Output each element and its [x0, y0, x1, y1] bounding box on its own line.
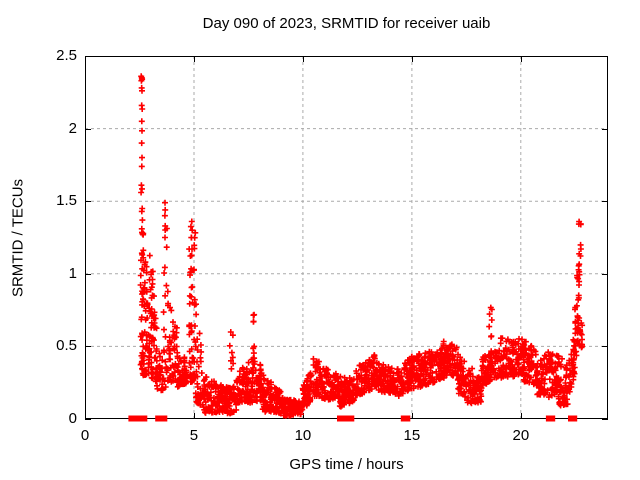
y-tick-label: 2.5: [56, 47, 77, 64]
y-tick-label: 0: [68, 410, 77, 427]
x-axis-label: GPS time / hours: [289, 456, 404, 473]
x-tick-label: 0: [80, 427, 90, 444]
x-tick-label: 5: [189, 427, 199, 444]
x-tick-label: 10: [294, 427, 312, 444]
x-tick-label: 20: [512, 427, 530, 444]
y-tick-label: 1.5: [56, 192, 77, 210]
chart-title: Day 090 of 2023, SRMTID for receiver uai…: [202, 15, 491, 32]
x-tick-label: 15: [403, 427, 421, 444]
y-tick-label: 0.5: [56, 337, 77, 355]
y-tick-label: 2: [68, 119, 77, 137]
y-tick-label: 1: [68, 264, 77, 282]
